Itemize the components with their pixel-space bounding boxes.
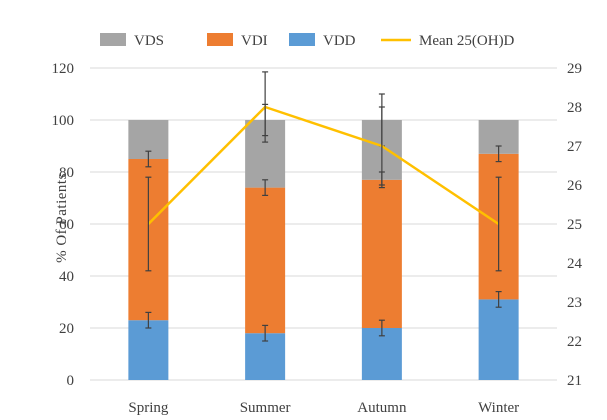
legend-label-vds: VDS <box>134 33 164 49</box>
x-tick-label-summer: Summer <box>240 400 291 416</box>
y-tick-label-0: 0 <box>67 373 75 389</box>
mean-line-layer <box>145 71 502 272</box>
x-tick-label-autumn: Autumn <box>357 400 407 416</box>
y-tick-label-120: 120 <box>52 61 75 77</box>
bar-vdi-summer <box>245 187 286 334</box>
y2-tick-label-24: 24 <box>567 256 583 272</box>
bar-vdi-autumn <box>361 179 402 328</box>
legend-swatch-vdi <box>207 33 233 46</box>
x-tick-label-spring: Spring <box>128 400 169 416</box>
bar-vdd-winter <box>478 299 519 380</box>
legend-swatch-vdd <box>289 33 315 46</box>
legend-item-vdi: VDI <box>207 33 268 49</box>
legend-label-vdi: VDI <box>241 33 268 49</box>
y-tick-label-80: 80 <box>59 165 74 181</box>
y2-tick-label-26: 26 <box>567 178 583 194</box>
legend-label-vdd: VDD <box>323 33 356 49</box>
legend-label-mean-25-oh-d: Mean 25(OH)D <box>419 33 515 49</box>
legend-item-vds: VDS <box>100 33 164 49</box>
bar-vdd-spring <box>128 320 169 380</box>
legend-swatch-vds <box>100 33 126 46</box>
bars <box>128 120 519 380</box>
y-tick-label-20: 20 <box>59 321 74 337</box>
y2-tick-label-29: 29 <box>567 61 582 77</box>
y-axis-title: % Of Patients <box>54 173 70 263</box>
y2-tick-label-25: 25 <box>567 217 582 233</box>
legend-item-mean-25-oh-d: Mean 25(OH)D <box>381 33 515 49</box>
y-tick-label-60: 60 <box>59 217 74 233</box>
series-line-mean-25-oh-d <box>147 105 500 226</box>
y-axis-left-ticks: 0 20 40 60 80 100 120 <box>52 61 75 389</box>
y-tick-label-40: 40 <box>59 269 74 285</box>
y-tick-label-100: 100 <box>52 113 75 129</box>
legend-item-vdd: VDD <box>289 33 356 49</box>
y2-tick-label-28: 28 <box>567 100 582 116</box>
bar-vdd-autumn <box>361 328 402 380</box>
y2-tick-label-27: 27 <box>567 139 583 155</box>
x-tick-label-winter: Winter <box>478 400 519 416</box>
bar-error-bars <box>145 93 502 342</box>
legend: VDS VDI VDD Mean 25(OH)D <box>100 33 515 49</box>
y2-tick-label-22: 22 <box>567 334 582 350</box>
y-axis-right-ticks: 21 22 23 24 25 26 27 28 29 <box>567 61 583 389</box>
y2-tick-label-21: 21 <box>567 373 582 389</box>
x-axis-category-labels: Spring Summer Autumn Winter <box>128 400 519 416</box>
y2-tick-label-23: 23 <box>567 295 582 311</box>
